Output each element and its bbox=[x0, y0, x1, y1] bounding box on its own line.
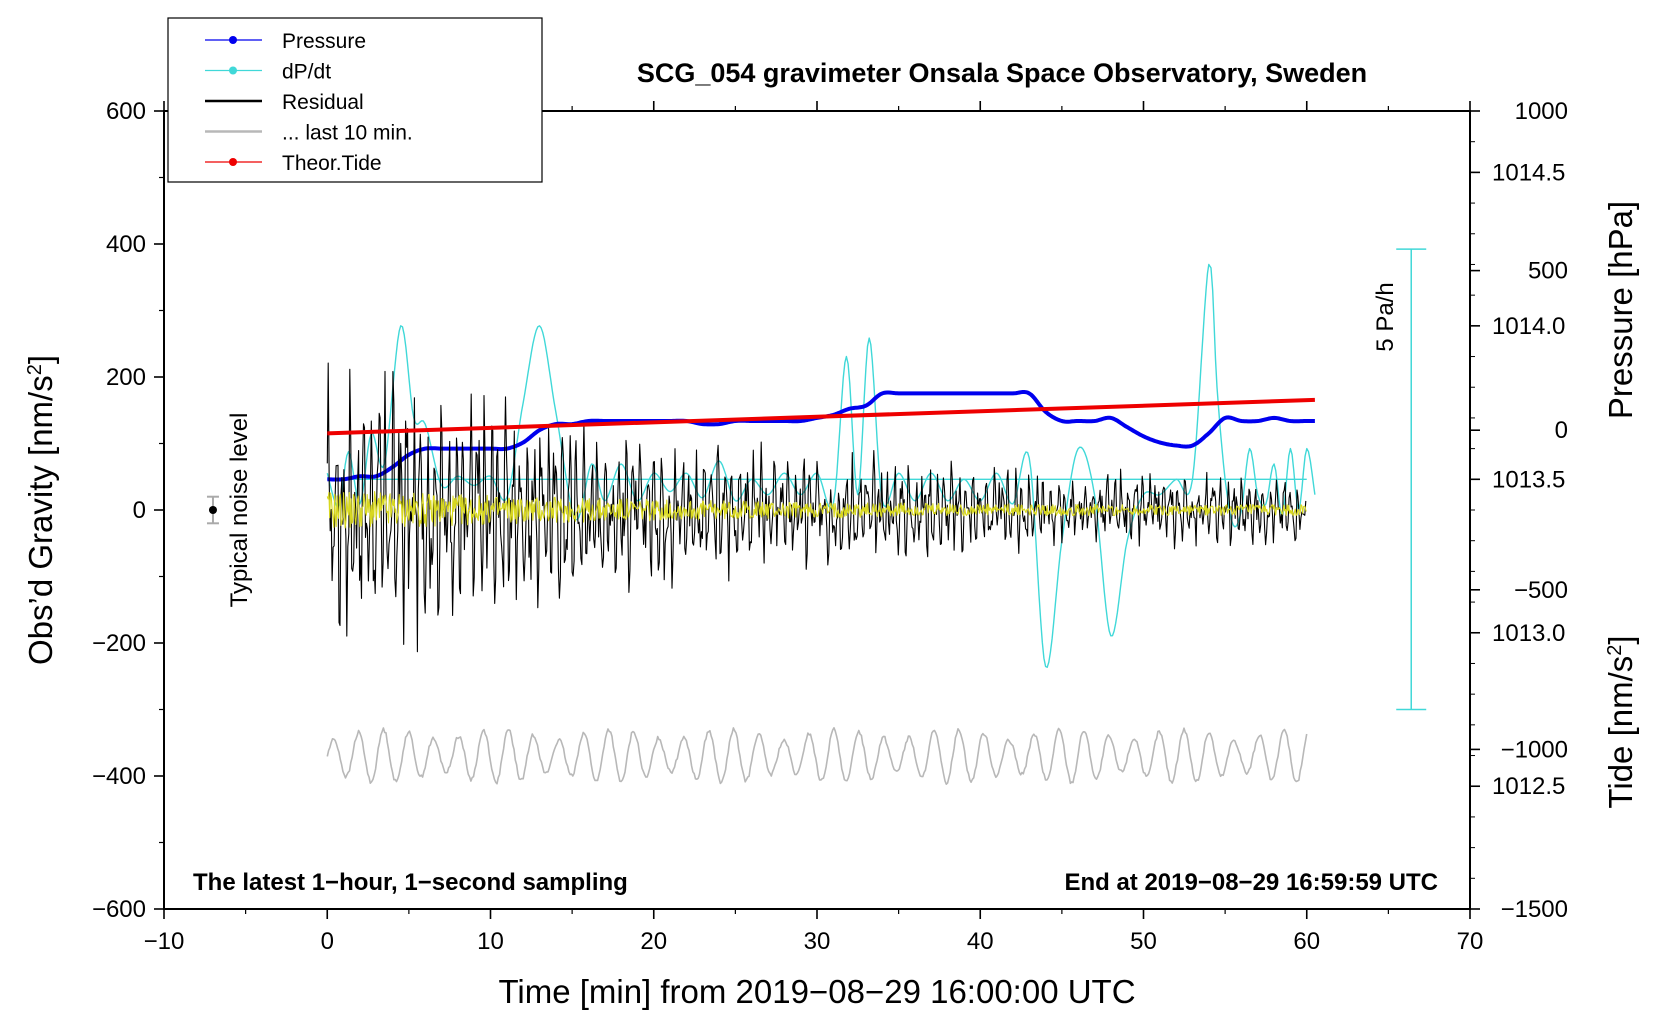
noise-level-point bbox=[208, 506, 217, 514]
y-axis-label-tide-main: Tide [nm/s bbox=[1602, 656, 1639, 809]
tide-tick-label: 1000 bbox=[1515, 98, 1568, 125]
tide-line bbox=[327, 397, 1315, 436]
axes-layer: −10 0 10 20 30 40 50 60 70 −600 −400 −200 0 200 400 600… bbox=[92, 98, 1568, 955]
legend-marker-4 bbox=[229, 158, 237, 166]
y-axis-label-left-main: Obs’d Gravity [nm/s bbox=[22, 375, 59, 665]
pressure-tick-label: 1014.5 bbox=[1492, 159, 1565, 186]
x-axis-label: Time [min] from 2019−08−29 16:00:00 UTC bbox=[498, 973, 1135, 1010]
annotation-end-time: End at 2019−08−29 16:59:59 UTC bbox=[1064, 869, 1438, 896]
annotation-latest-hour: The latest 1−hour, 1−second sampling bbox=[193, 869, 628, 896]
x-tick-label: 20 bbox=[640, 928, 667, 955]
y-axis-label-tide-end: ] bbox=[1602, 635, 1639, 644]
y-left-tick-label: 600 bbox=[106, 98, 146, 125]
residual-fast-line bbox=[326, 491, 1307, 529]
tide-tick-label: −500 bbox=[1514, 577, 1568, 604]
scale-bar-label: 5 Pa/h bbox=[1372, 282, 1399, 351]
x-tick-label: −10 bbox=[144, 928, 185, 955]
legend-label-4: Theor.Tide bbox=[282, 152, 382, 175]
dpdt-line bbox=[326, 263, 1316, 668]
legend-items: Pressure dP/dt Residual ... last 10 min. The… bbox=[205, 30, 413, 175]
x-tick-label: 10 bbox=[477, 928, 504, 955]
y-axis-label-tide-sup: 2 bbox=[1604, 645, 1626, 656]
legend-label-3: ... last 10 min. bbox=[282, 122, 413, 145]
pressure-tick-label: 1014.0 bbox=[1492, 313, 1565, 340]
residual-line bbox=[326, 362, 1307, 653]
y-left-tick-label: −200 bbox=[92, 630, 146, 657]
y-axis-label-tide: Tide [nm/s2] bbox=[1602, 635, 1639, 808]
legend-label-1: dP/dt bbox=[282, 61, 331, 84]
x-tick-label: 40 bbox=[967, 928, 994, 955]
y-left-tick-label: −600 bbox=[92, 896, 146, 923]
pressure-tick-label: 1013.0 bbox=[1492, 620, 1565, 647]
pressure-tick-label: 1013.5 bbox=[1492, 466, 1565, 493]
y-axis-label-left: Obs’d Gravity [nm/s2] bbox=[22, 355, 59, 665]
x-tick-label: 0 bbox=[321, 928, 334, 955]
legend-label-2: Residual bbox=[282, 91, 364, 114]
y-left-tick-label: 0 bbox=[133, 497, 146, 524]
tide-tick-label: 500 bbox=[1528, 258, 1568, 285]
pressure-tick-label: 1012.5 bbox=[1492, 773, 1565, 800]
legend-label-0: Pressure bbox=[282, 30, 366, 53]
y-left-tick-label: 200 bbox=[106, 364, 146, 391]
chart-title: SCG_054 gravimeter Onsala Space Observat… bbox=[637, 58, 1367, 88]
y-axis-label-pressure: Pressure [hPa] bbox=[1602, 201, 1639, 419]
legend: Pressure dP/dt Residual ... last 10 min. The… bbox=[167, 17, 543, 183]
tide-tick-label: −1500 bbox=[1501, 896, 1568, 923]
y-left-tick-label: −400 bbox=[92, 763, 146, 790]
tide-tick-label: −1000 bbox=[1501, 736, 1568, 763]
x-tick-label: 30 bbox=[804, 928, 831, 955]
y-left-tick-label: 400 bbox=[106, 231, 146, 258]
noise-level-label: Typical noise level bbox=[226, 413, 253, 608]
legend-marker-1 bbox=[229, 66, 237, 75]
x-tick-label: 50 bbox=[1130, 928, 1157, 955]
series-layer bbox=[326, 263, 1316, 786]
last-10-min-line bbox=[326, 726, 1308, 786]
x-tick-label: 60 bbox=[1293, 928, 1320, 955]
tide-tick-label: 0 bbox=[1555, 417, 1568, 444]
y-axis-label-left-end: ] bbox=[22, 355, 59, 364]
legend-marker-0 bbox=[229, 36, 237, 44]
y-axis-label-left-sup: 2 bbox=[24, 364, 46, 375]
x-tick-label: 70 bbox=[1457, 928, 1484, 955]
